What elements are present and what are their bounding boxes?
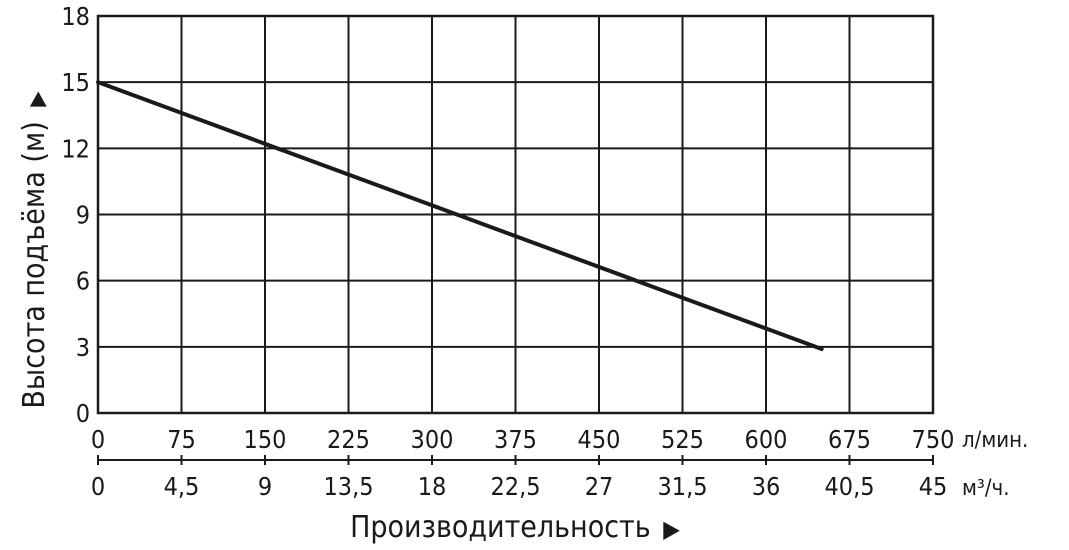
x-tick-label: 600 xyxy=(745,425,788,454)
x-tick-labels-m3h: 0 4,5 9 13,5 18 22,5 27 31,5 36 40,5 45 xyxy=(91,472,947,501)
x-tick-label: 0 xyxy=(91,425,105,454)
plot-border xyxy=(96,14,935,415)
y-tick-label: 0 xyxy=(76,399,90,428)
x2-tick-label: 40,5 xyxy=(824,472,874,501)
x2-tick-label: 13,5 xyxy=(323,472,373,501)
series-line xyxy=(96,80,824,352)
x-tick-label: 525 xyxy=(661,425,704,454)
x-tick-labels-lpm: 0 75 150 225 300 375 450 525 600 675 750 xyxy=(91,425,955,454)
x2-tick-label: 0 xyxy=(91,472,105,501)
x-tick-label: 675 xyxy=(828,425,871,454)
x2-tick-label: 4,5 xyxy=(164,472,200,501)
x-axis-title: Производительность ▶ xyxy=(350,510,680,545)
x2-tick-label: 36 xyxy=(752,472,781,501)
x-tick-label: 300 xyxy=(411,425,454,454)
x2-axis xyxy=(97,455,934,465)
y-tick-label: 6 xyxy=(76,267,90,296)
y-tick-label: 12 xyxy=(61,134,90,163)
y-tick-labels: 0 3 6 9 12 15 18 xyxy=(61,2,90,428)
grid xyxy=(97,15,934,414)
x2-tick-label: 18 xyxy=(418,472,447,501)
plot-frame xyxy=(96,14,935,415)
y-tick-label: 18 xyxy=(61,2,90,31)
x2-tick-label: 9 xyxy=(258,472,272,501)
x-tick-label: 450 xyxy=(578,425,621,454)
y-tick-label: 9 xyxy=(76,201,90,230)
x-tick-label: 225 xyxy=(327,425,370,454)
y-tick-label: 15 xyxy=(61,68,90,97)
x-axis-title-text: Производительность xyxy=(350,510,651,545)
x-tick-label: 375 xyxy=(494,425,537,454)
y-tick-label: 3 xyxy=(76,333,90,362)
y-axis-title: Высота подъёма (м) ▶ xyxy=(17,91,52,409)
y-axis-title-text: Высота подъёма (м) xyxy=(17,121,52,408)
x2-tick-label: 45 xyxy=(919,472,948,501)
x-tick-label: 750 xyxy=(912,425,955,454)
x-axis-arrow-icon: ▶ xyxy=(663,515,680,543)
x2-tick-label: 22,5 xyxy=(490,472,540,501)
x2-unit-label: м³/ч. xyxy=(962,476,1010,501)
x2-tick-label: 31,5 xyxy=(657,472,707,501)
x-unit-label: л/мин. xyxy=(962,428,1028,453)
x2-tick-label: 27 xyxy=(585,472,614,501)
x-tick-label: 150 xyxy=(244,425,287,454)
svg-text:Высота подъёма (м) ▶: Высота подъёма (м) ▶ xyxy=(17,91,52,409)
x-tick-label: 75 xyxy=(167,425,196,454)
y-axis-arrow-icon: ▶ xyxy=(25,91,50,107)
series-layer xyxy=(96,80,824,352)
